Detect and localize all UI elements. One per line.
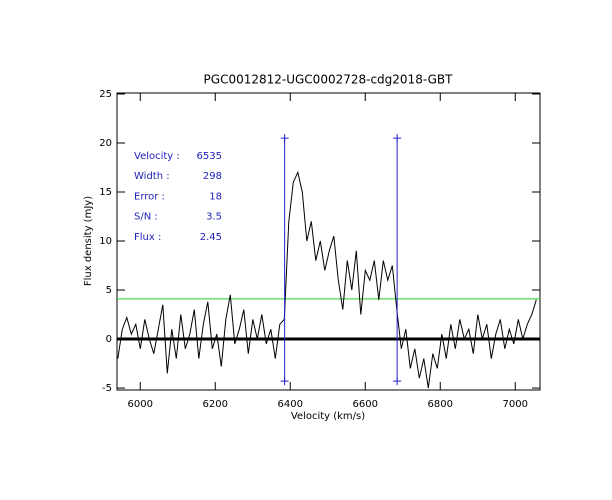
y-tick-label: 20: [99, 138, 112, 149]
x-tick-label: 7000: [503, 399, 528, 410]
stat-label: Velocity :: [134, 151, 180, 162]
stat-value: 298: [203, 171, 222, 182]
stat-label: S/N :: [134, 212, 158, 223]
marker-plus: [280, 134, 289, 143]
y-tick-label: 0: [106, 334, 112, 345]
marker-plus: [393, 377, 402, 386]
chart-title: PGC0012812-UGC0002728-cdg2018-GBT: [204, 73, 454, 87]
y-tick-label: 25: [99, 89, 112, 100]
x-tick-label: 6000: [128, 399, 153, 410]
stat-value: 6535: [197, 151, 222, 162]
marker-plus: [280, 377, 289, 386]
x-axis-label: Velocity (km/s): [291, 411, 365, 422]
x-tick-label: 6600: [353, 399, 378, 410]
stat-label: Flux :: [134, 232, 161, 243]
y-tick-label: -5: [102, 383, 112, 394]
y-tick-label: 10: [99, 236, 112, 247]
y-tick-label: 5: [106, 285, 112, 296]
stat-value: 3.5: [206, 212, 222, 223]
y-tick-label: 15: [99, 187, 112, 198]
stat-value: 18: [209, 191, 222, 202]
stat-value: 2.45: [200, 232, 222, 243]
y-axis-label: Flux density (mJy): [83, 196, 94, 286]
spectrum-line: [117, 170, 537, 389]
stat-label: Width :: [134, 171, 170, 182]
x-tick-label: 6800: [428, 399, 453, 410]
x-tick-label: 6200: [203, 399, 228, 410]
marker-plus: [393, 134, 402, 143]
stat-label: Error :: [134, 191, 165, 202]
x-tick-label: 6400: [278, 399, 303, 410]
